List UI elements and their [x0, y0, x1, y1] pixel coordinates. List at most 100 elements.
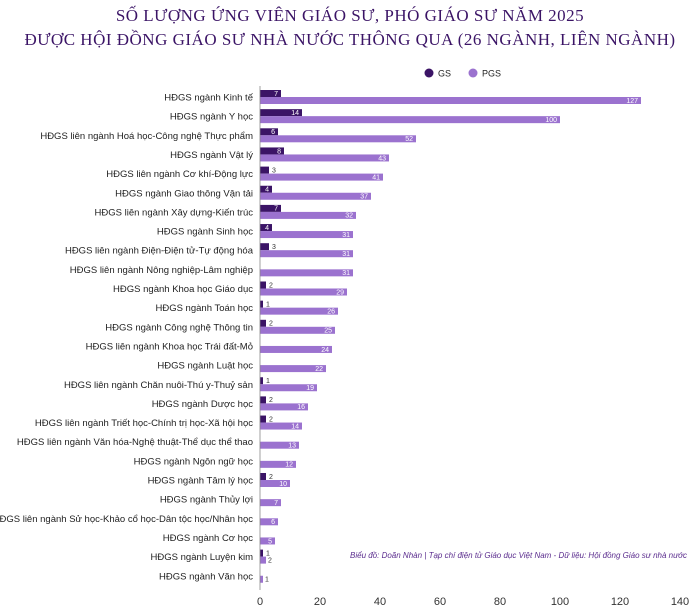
bar-label-gs: 1: [266, 301, 270, 308]
bar-label-pgs: 22: [315, 366, 323, 373]
bar-pgs: [260, 326, 335, 334]
bar-label-pgs: 29: [336, 289, 344, 296]
bar-label-pgs: 100: [545, 117, 557, 124]
category-label: HĐGS liên ngành Nông nghiệp-Lâm nghiệp: [70, 265, 253, 276]
bar-gs: [260, 166, 269, 174]
x-tick-label: 0: [257, 596, 263, 608]
category-label: HĐGS liên ngành Sử học-Khảo cổ học-Dân t…: [0, 514, 253, 525]
category-label: HĐGS ngành Luật học: [157, 361, 253, 372]
bar-label-pgs: 31: [342, 232, 350, 239]
bar-label-pgs: 10: [279, 481, 287, 488]
bar-pgs: [260, 422, 302, 430]
bar-label-pgs: 31: [342, 270, 350, 277]
x-tick-label: 80: [494, 596, 506, 608]
category-label: HĐGS liên ngành Xây dựng-Kiến trúc: [95, 207, 254, 218]
bar-label-pgs: 25: [324, 328, 332, 335]
bar-pgs: [260, 365, 326, 373]
bar-label-pgs: 16: [297, 404, 305, 411]
category-label: HĐGS ngành Cơ học: [163, 533, 253, 544]
bar-pgs: [260, 288, 347, 296]
bar-label-pgs: 14: [291, 423, 299, 430]
bar-pgs: [260, 211, 356, 219]
x-tick-label: 100: [551, 596, 569, 608]
bar-pgs: [260, 116, 560, 124]
category-label: HĐGS ngành Văn học: [159, 571, 253, 582]
bar-label-pgs: 43: [378, 155, 386, 162]
bar-gs: [260, 90, 281, 97]
bar-label-pgs: 52: [405, 136, 413, 143]
bar-pgs: [260, 97, 641, 104]
bar-pgs: [260, 307, 338, 315]
category-label: HĐGS ngành Sinh học: [157, 227, 253, 238]
bar-label-pgs: 2: [268, 557, 272, 564]
bar-label-pgs: 6: [271, 519, 275, 526]
category-label: HĐGS liên ngành Điện-Điện tử-Tự động hóa: [65, 246, 254, 257]
bar-gs: [260, 204, 281, 212]
bar-label-gs: 2: [269, 282, 273, 289]
bar-gs: [260, 243, 269, 251]
bar-label-pgs: 41: [372, 174, 380, 181]
category-label: HĐGS liên ngành Hoá học-Công nghệ Thực p…: [40, 131, 253, 142]
bar-gs: [260, 396, 266, 404]
bar-label-pgs: 13: [288, 443, 296, 450]
bar-label-gs: 4: [265, 187, 269, 194]
bar-label-pgs: 26: [327, 308, 335, 315]
category-label: HĐGS ngành Ngôn ngữ học: [134, 456, 254, 467]
bar-label-gs: 3: [272, 167, 276, 174]
bar-gs: [260, 415, 266, 423]
bar-gs: [260, 147, 284, 155]
legend-label-gs: GS: [438, 69, 451, 79]
bar-pgs: [260, 480, 290, 487]
bar-pgs: [260, 575, 263, 583]
category-label: HĐGS ngành Giao thông Vận tải: [115, 188, 253, 199]
legend-swatch-pgs: [468, 68, 478, 78]
bar-pgs: [260, 441, 299, 449]
bar-pgs: [260, 460, 296, 468]
bar-pgs: [260, 269, 353, 277]
bar-label-pgs: 12: [285, 462, 293, 469]
category-label: HĐGS ngành Công nghệ Thông tin: [105, 322, 253, 333]
bar-label-gs: 2: [269, 321, 273, 328]
bar-label-pgs: 127: [626, 98, 638, 105]
category-label: HĐGS ngành Luyện kim: [151, 552, 254, 563]
bar-label-pgs: 32: [345, 213, 353, 220]
bar-label-gs: 2: [269, 474, 273, 481]
bar-gs: [260, 185, 272, 193]
x-tick-label: 140: [671, 596, 689, 608]
bar-gs: [260, 128, 278, 136]
bar-pgs: [260, 345, 332, 353]
category-label: HĐGS ngành Y học: [170, 112, 253, 123]
bar-label-gs: 6: [271, 129, 275, 136]
bar-label-pgs: 31: [342, 251, 350, 258]
category-label: HĐGS liên ngành Khoa học Trái đất-Mỏ: [86, 341, 253, 352]
x-tick-label: 60: [434, 596, 446, 608]
bar-pgs: [260, 537, 275, 545]
category-label: HĐGS ngành Toán học: [155, 303, 253, 314]
category-label: HĐGS ngành Dược học: [152, 399, 254, 410]
bar-pgs: [260, 192, 371, 200]
bar-pgs: [260, 499, 281, 507]
bar-label-gs: 2: [269, 397, 273, 404]
bar-gs: [260, 377, 263, 385]
bar-pgs: [260, 135, 416, 143]
bar-gs: [260, 224, 272, 232]
category-label: HĐGS liên ngành Chăn nuôi-Thú y-Thuỷ sản: [64, 380, 253, 391]
bar-gs: [260, 549, 263, 557]
x-tick-label: 40: [374, 596, 386, 608]
category-label: HĐGS liên ngành Văn hóa-Nghệ thuật-Thể d…: [17, 437, 253, 448]
bar-label-gs: 14: [291, 110, 299, 117]
bar-label-pgs: 1: [265, 577, 269, 584]
category-label: HĐGS liên ngành Cơ khí-Động lực: [106, 169, 253, 180]
chart-title-line-2: ĐƯỢC HỘI ĐỒNG GIÁO SƯ NHÀ NƯỚC THÔNG QUA…: [24, 30, 676, 49]
category-label: HĐGS ngành Kinh tế: [164, 93, 253, 104]
bar-pgs: [260, 231, 353, 239]
x-axis: 0 20 40 60 80 100 120 140: [257, 86, 689, 608]
bar-label-pgs: 19: [306, 385, 314, 392]
bar-pgs: [260, 250, 353, 258]
bar-label-pgs: 7: [274, 500, 278, 507]
bar-gs: [260, 109, 302, 117]
bar-label-gs: 1: [266, 550, 270, 557]
bar-gs: [260, 300, 263, 308]
